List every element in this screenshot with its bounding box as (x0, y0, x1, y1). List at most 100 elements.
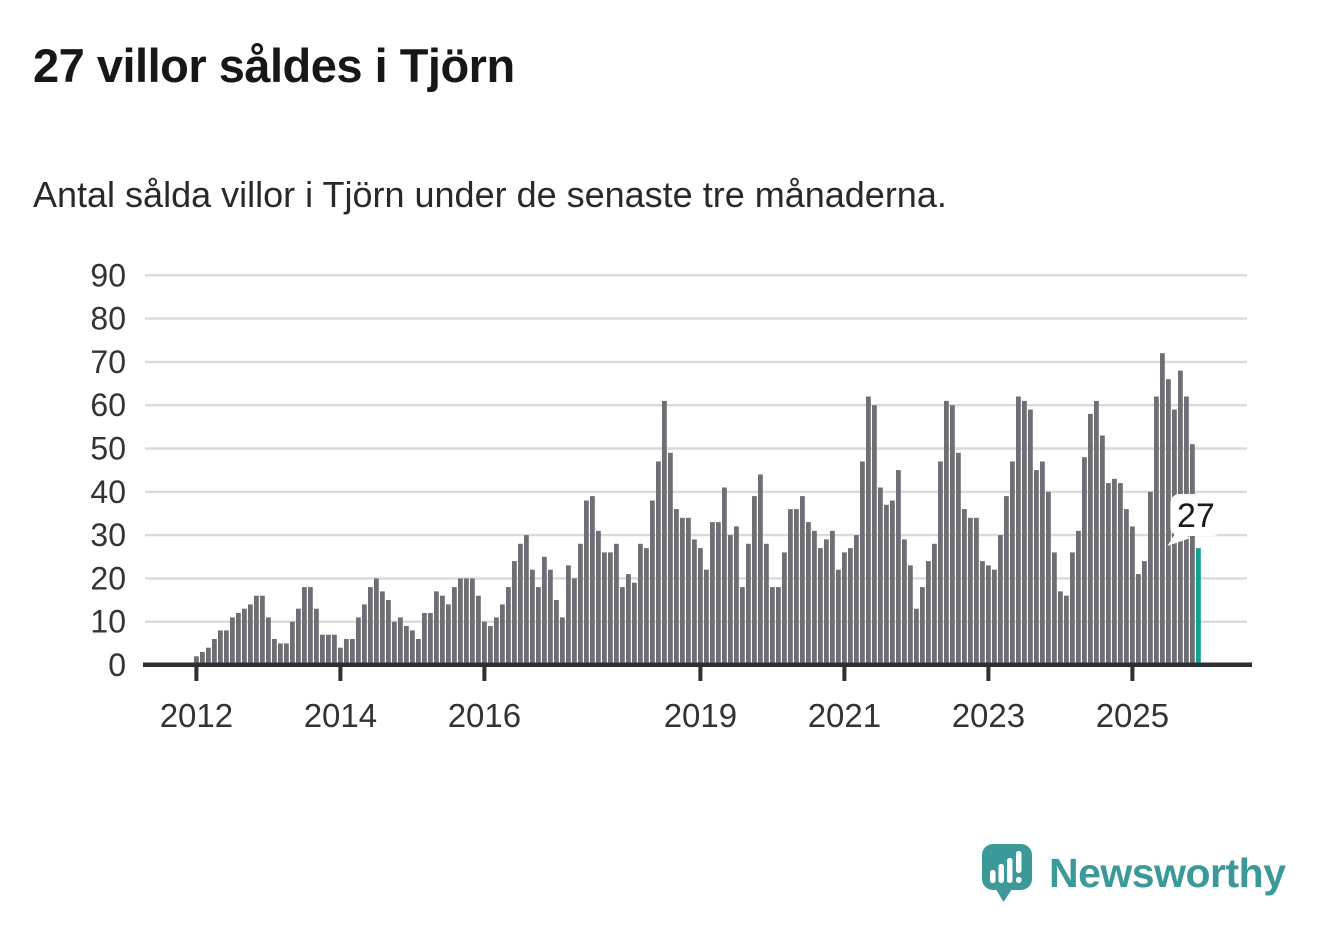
bar (314, 608, 319, 665)
bar (200, 652, 205, 665)
bar (602, 552, 607, 665)
bar (698, 548, 703, 665)
x-axis-line (143, 662, 1252, 667)
bar (398, 617, 403, 665)
bar (908, 565, 913, 665)
bar (854, 535, 859, 665)
x-axis-tick (1130, 665, 1135, 681)
x-axis-tick (698, 665, 703, 681)
x-axis-tick-label: 2014 (304, 697, 377, 734)
bar (1082, 457, 1087, 665)
bar (476, 595, 481, 665)
y-axis-tick-label: 40 (90, 474, 126, 510)
y-axis-tick-label: 30 (90, 517, 126, 553)
bar (572, 578, 577, 665)
x-axis-tick-label: 2012 (160, 697, 233, 734)
bar (788, 509, 793, 665)
bar (1058, 591, 1063, 665)
bar (548, 569, 553, 665)
bar (542, 556, 547, 666)
bar (626, 574, 631, 665)
bar (1034, 470, 1039, 665)
bar (452, 587, 457, 665)
bar (830, 530, 835, 665)
bar (392, 621, 397, 665)
bar (272, 639, 277, 665)
bar (662, 400, 667, 665)
bar (950, 405, 955, 665)
bar (860, 461, 865, 665)
bar (422, 613, 427, 665)
bar (914, 608, 919, 665)
bar (770, 587, 775, 665)
bar (716, 522, 721, 665)
bar (722, 487, 727, 665)
newsworthy-wordmark: Newsworthy (1049, 849, 1286, 896)
bar (824, 539, 829, 665)
bar (344, 639, 349, 665)
bar (590, 496, 595, 665)
x-axis-tick (482, 665, 487, 681)
bar (332, 634, 337, 665)
bar (902, 539, 907, 665)
bar (1130, 526, 1135, 665)
bar (752, 496, 757, 665)
bar (1070, 552, 1075, 665)
x-axis-tick (842, 665, 847, 681)
bar (644, 548, 649, 665)
bar (494, 617, 499, 665)
bar (374, 578, 379, 665)
bar (1118, 483, 1123, 665)
x-axis-tick-label: 2025 (1096, 697, 1169, 734)
bar (1154, 396, 1159, 665)
bar (308, 587, 313, 665)
highlighted-latest-bar (1196, 548, 1201, 665)
annotation-bubble (1170, 494, 1222, 536)
bar (842, 552, 847, 665)
bar (1166, 379, 1171, 665)
bar (230, 617, 235, 665)
bar (674, 509, 679, 665)
bar (998, 535, 1003, 665)
bar (1064, 595, 1069, 665)
bar (584, 500, 589, 665)
bar (1124, 509, 1129, 665)
bar (878, 487, 883, 665)
x-axis-tick-label: 2019 (664, 697, 737, 734)
bar (1100, 435, 1105, 665)
bar (890, 500, 895, 665)
annotation-pointer (1167, 530, 1191, 546)
y-axis-tick-label: 50 (90, 431, 126, 467)
bar (746, 543, 751, 665)
bar (668, 452, 673, 665)
bar (1112, 478, 1117, 665)
bar (362, 604, 367, 665)
bar (470, 578, 475, 665)
bar (800, 496, 805, 665)
bar (236, 613, 241, 665)
bar (296, 608, 301, 665)
bar (302, 587, 307, 665)
bar (500, 604, 505, 665)
bar (1052, 552, 1057, 665)
bar (446, 604, 451, 665)
bar (884, 504, 889, 665)
bar (818, 548, 823, 665)
bar (1004, 496, 1009, 665)
page-title: 27 villor såldes i Tjörn (33, 39, 515, 92)
bar (512, 561, 517, 665)
bar (836, 569, 841, 665)
bar (896, 470, 901, 665)
bar (194, 656, 199, 665)
bar (380, 591, 385, 665)
bar (506, 587, 511, 665)
bar (578, 543, 583, 665)
y-axis-tick-label: 20 (90, 560, 126, 596)
x-axis-tick-label: 2021 (808, 697, 881, 734)
bar (944, 400, 949, 665)
bar (692, 539, 697, 665)
y-axis-tick-label: 10 (90, 604, 126, 640)
bar (1010, 461, 1015, 665)
bar (482, 621, 487, 665)
